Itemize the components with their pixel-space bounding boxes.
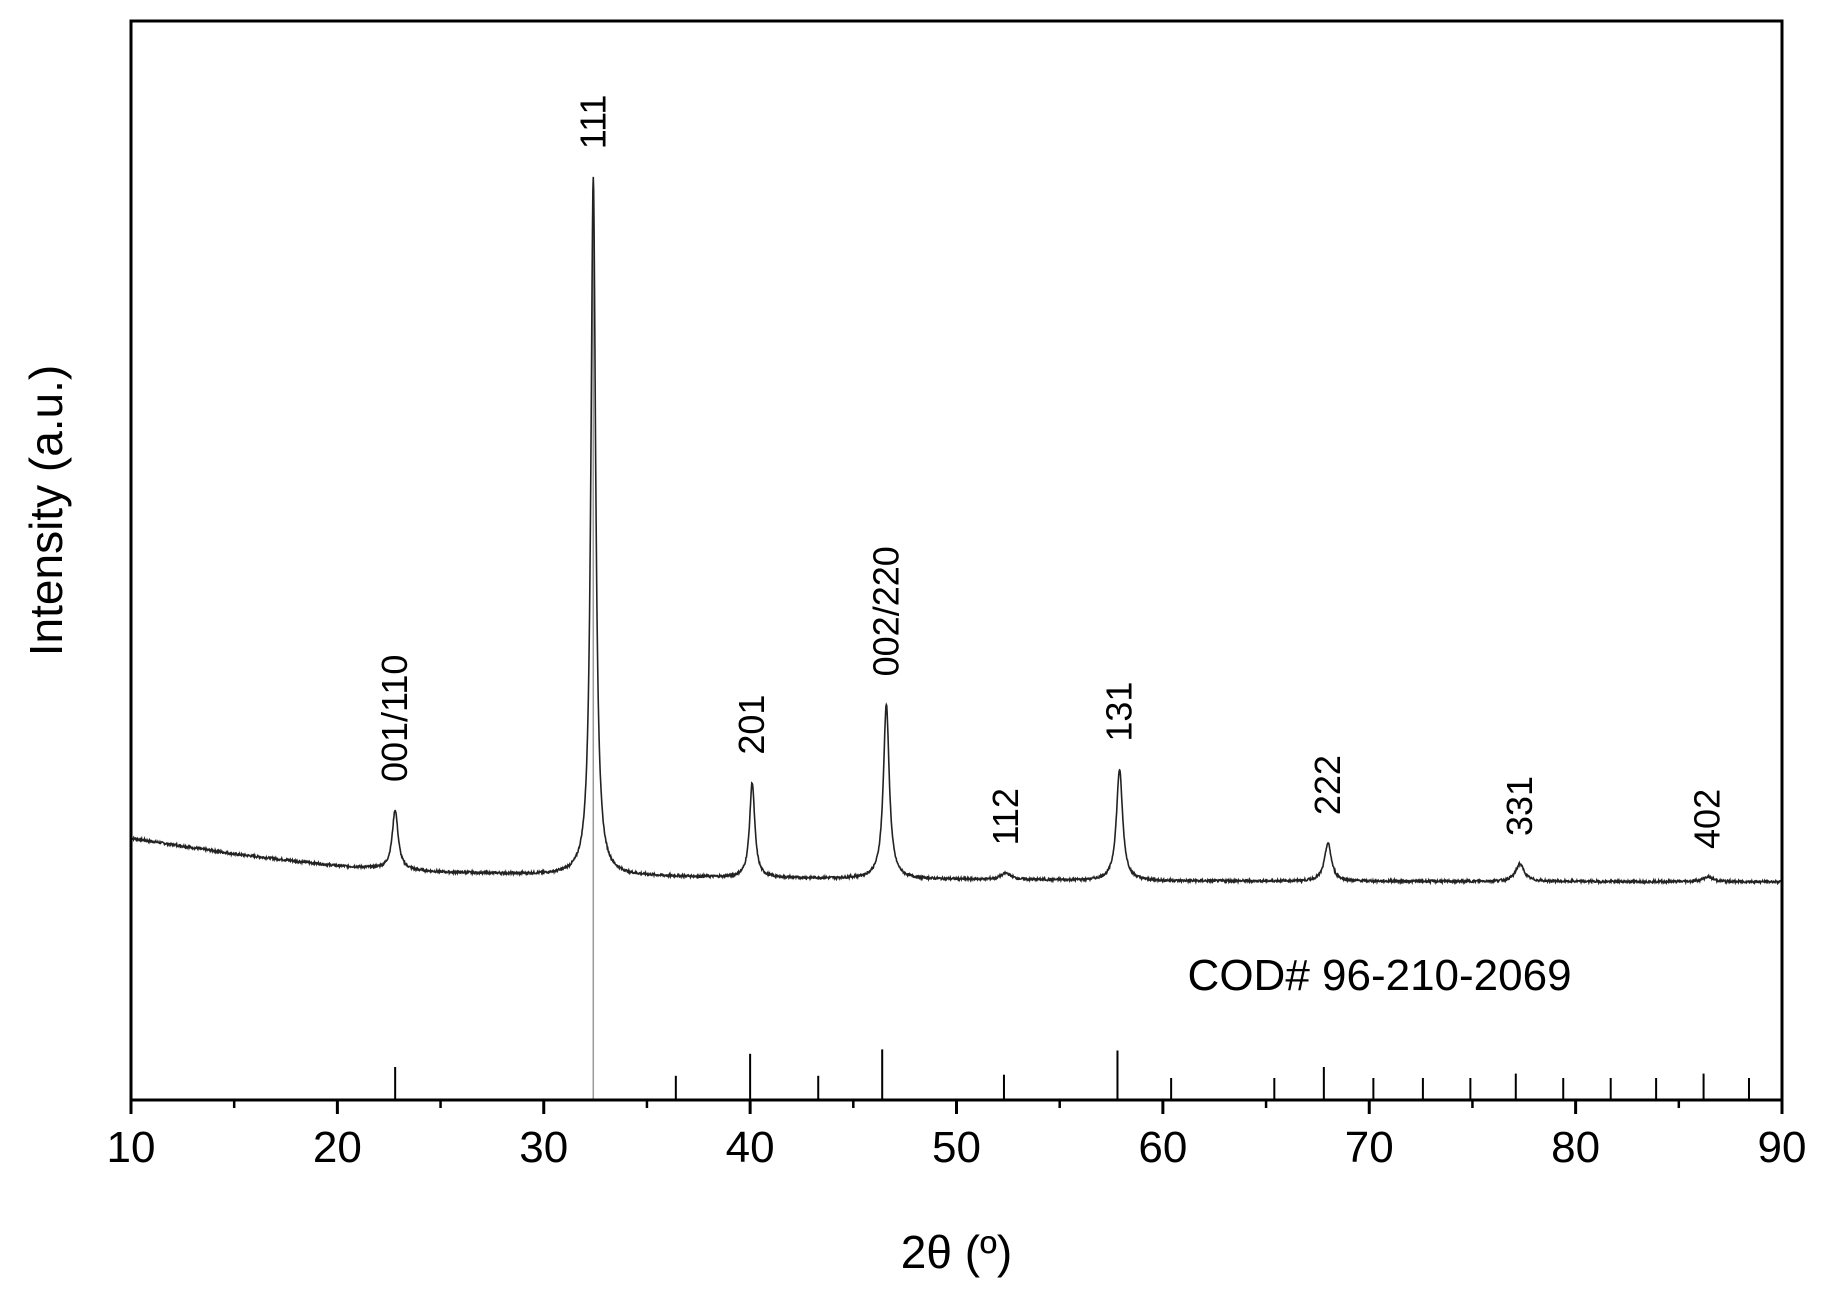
y-axis-title: Intensity (a.u.) (20, 365, 72, 656)
x-tick-label: 30 (519, 1123, 568, 1172)
x-tick-label: 70 (1345, 1123, 1394, 1172)
peak-labels: 001/110 111 201 002/220 112 131 222 331 402 (374, 95, 1728, 849)
x-tick-label: 40 (726, 1123, 775, 1172)
peak-label: 112 (985, 788, 1026, 845)
peak-label: 201 (731, 695, 772, 755)
reference-label: COD# 96-210-2069 (1188, 951, 1572, 1000)
peak-label: 402 (1687, 789, 1728, 849)
x-tick-label: 50 (932, 1123, 981, 1172)
x-tick-label: 90 (1758, 1123, 1807, 1172)
reference-pattern (394, 189, 1750, 1100)
x-tick-label: 20 (313, 1123, 362, 1172)
x-tick-label: 10 (107, 1123, 156, 1172)
x-axis-ticks: 10 20 30 40 50 60 70 80 90 (107, 1100, 1807, 1172)
peak-label: 001/110 (374, 655, 415, 782)
peak-label: 131 (1099, 682, 1140, 742)
peak-label: 111 (572, 95, 613, 150)
x-tick-label: 80 (1551, 1123, 1600, 1172)
peak-label: 222 (1307, 755, 1348, 815)
diffraction-pattern (130, 176, 1783, 886)
x-axis-title: 2θ (º) (901, 1226, 1012, 1278)
peak-label: 331 (1499, 776, 1540, 836)
x-tick-label: 60 (1138, 1123, 1187, 1172)
plot-frame (129, 19, 1784, 1102)
pattern-line (130, 176, 1783, 886)
peak-label: 002/220 (865, 546, 906, 676)
